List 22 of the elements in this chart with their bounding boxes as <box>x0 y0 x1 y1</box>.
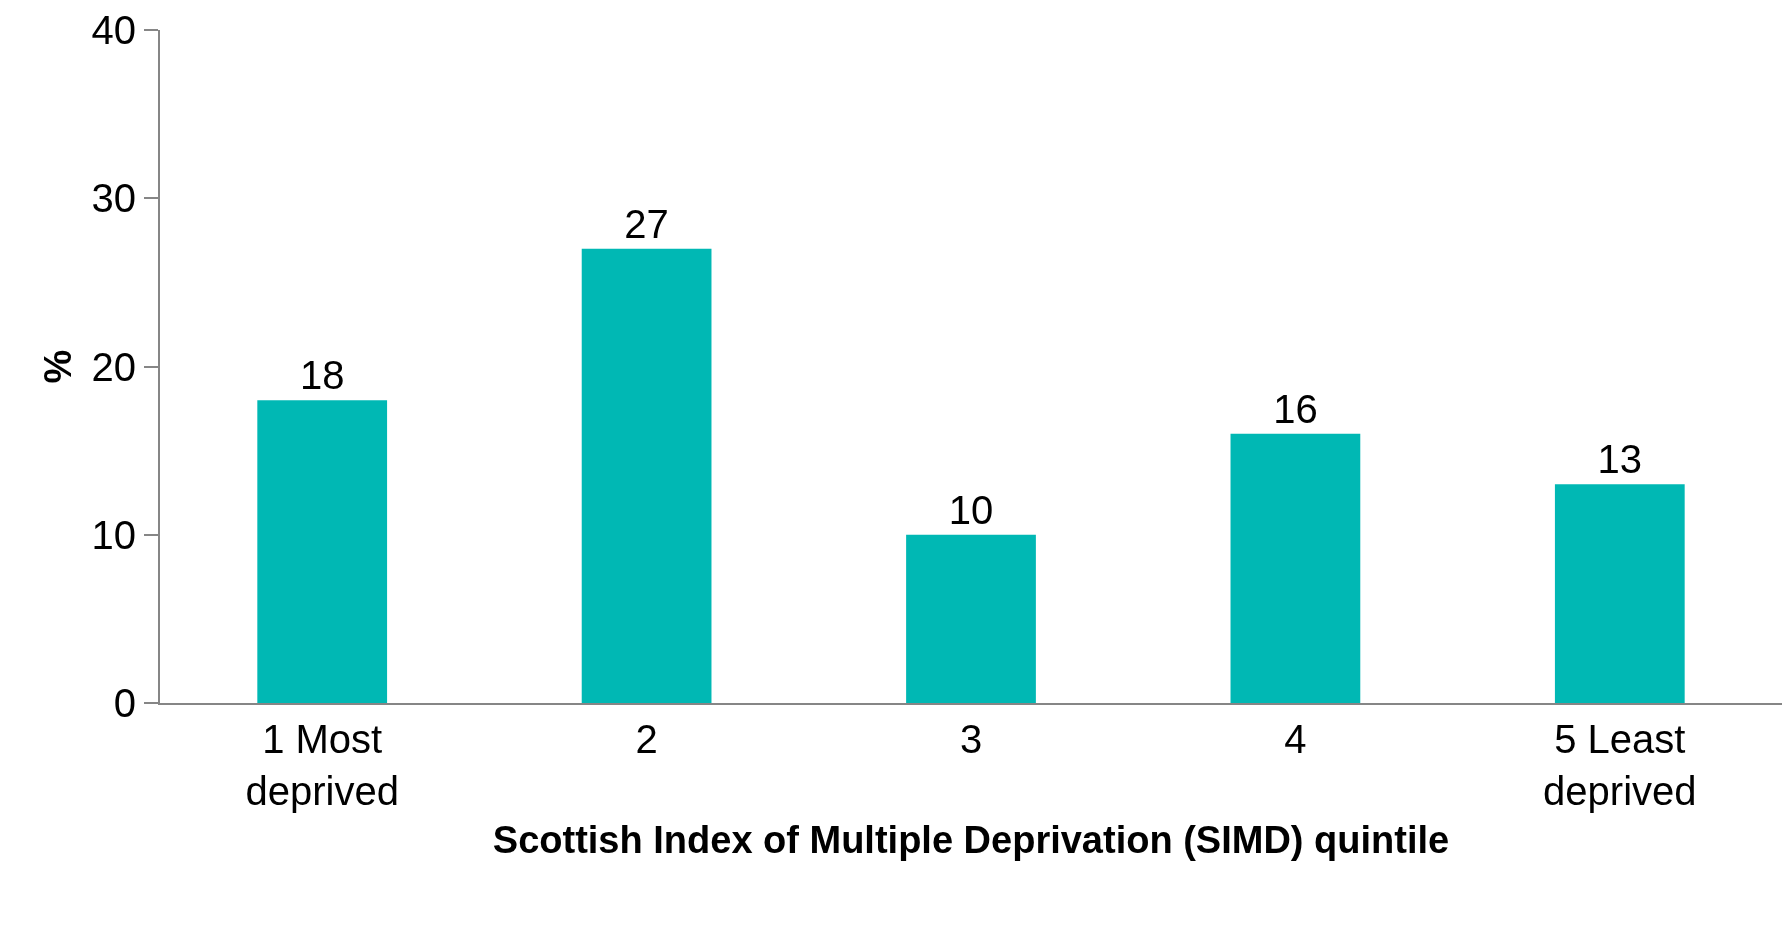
x-tick-label: 4 <box>1284 717 1307 761</box>
bar <box>906 534 1036 703</box>
bar <box>1230 433 1361 703</box>
y-tick-label: 0 <box>113 681 136 725</box>
x-tick-label: 1 Most deprived <box>245 717 399 813</box>
data-label: 16 <box>1273 386 1318 431</box>
x-tick-label: 3 <box>959 717 983 761</box>
data-label: 13 <box>1597 437 1643 482</box>
x-axis-title: Scottish Index of Multiple Deprivation (SIMD) quintile <box>492 818 1450 861</box>
bar <box>581 248 712 703</box>
y-tick-label: 20 <box>91 344 136 389</box>
bar <box>1554 484 1685 703</box>
y-tick-label: 10 <box>91 512 136 557</box>
x-tick-label: 5 Least deprived <box>1543 717 1697 813</box>
y-tick-label: 40 <box>91 8 136 52</box>
x-tick-label: 2 <box>635 717 658 761</box>
y-tick-label: 30 <box>91 176 136 221</box>
data-label: 18 <box>299 353 345 398</box>
y-axis-title: % <box>37 349 80 384</box>
data-label: 10 <box>948 487 994 532</box>
data-label: 27 <box>624 201 669 246</box>
bar <box>257 400 388 703</box>
